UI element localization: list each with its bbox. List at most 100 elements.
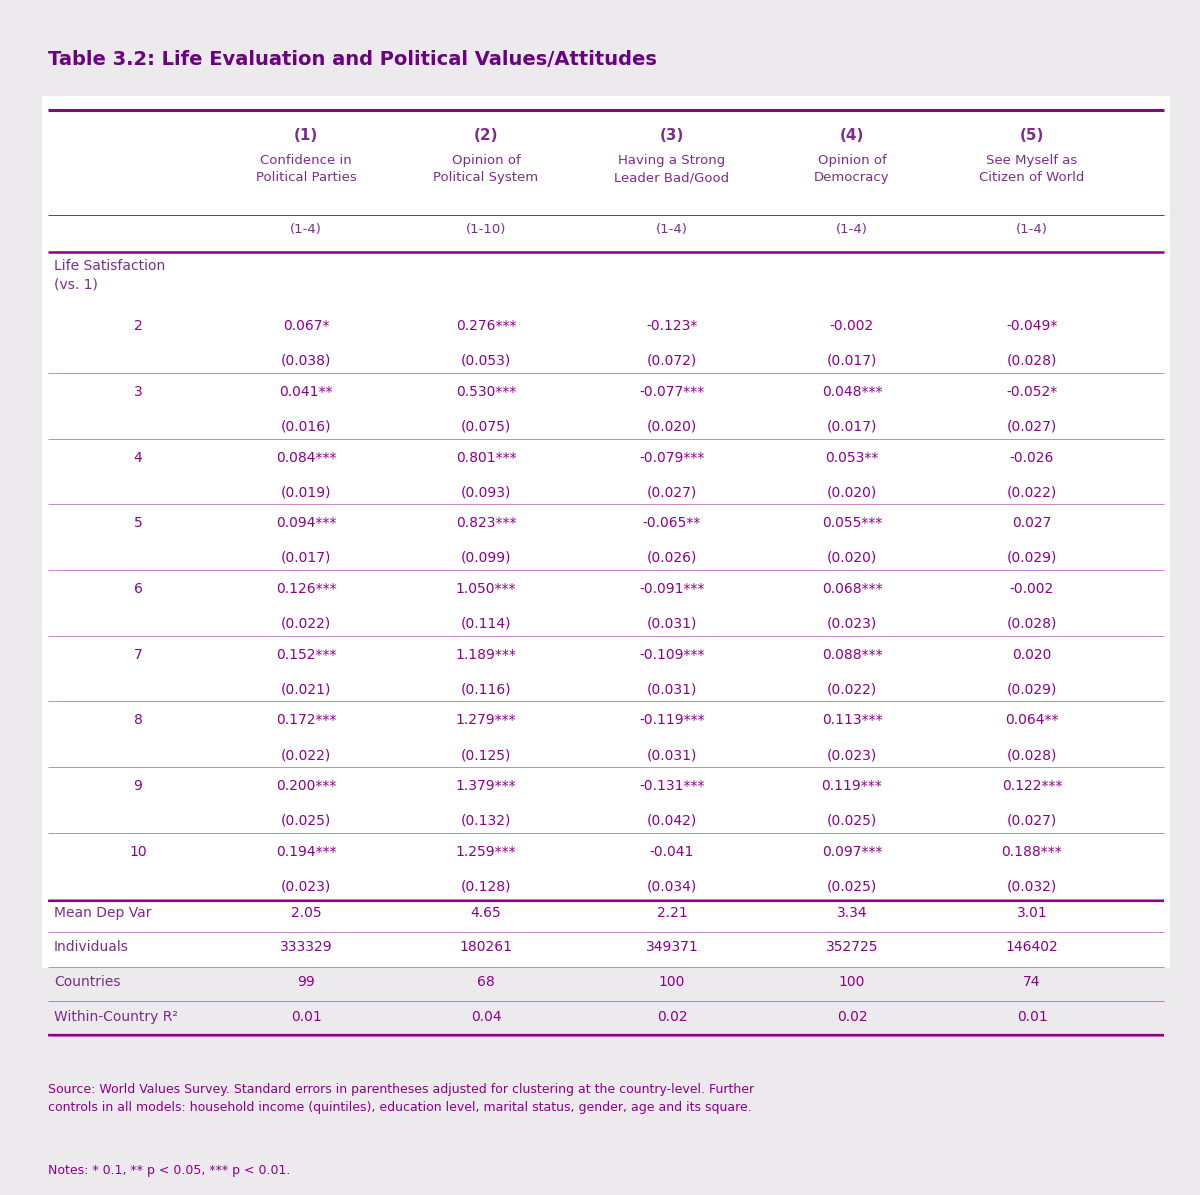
Text: 0.172***: 0.172*** — [276, 713, 336, 728]
Text: 0.122***: 0.122*** — [1002, 779, 1062, 793]
Bar — [42, 96, 1170, 968]
Text: -0.131***: -0.131*** — [640, 779, 704, 793]
Text: (0.026): (0.026) — [647, 551, 697, 565]
Text: (0.022): (0.022) — [1007, 485, 1057, 500]
Text: 0.064**: 0.064** — [1006, 713, 1058, 728]
Text: 99: 99 — [298, 975, 314, 989]
Text: 1.189***: 1.189*** — [456, 648, 516, 662]
Text: (0.023): (0.023) — [827, 617, 877, 631]
Text: Having a Strong
Leader Bad/Good: Having a Strong Leader Bad/Good — [614, 154, 730, 184]
Text: (0.025): (0.025) — [827, 814, 877, 828]
Text: Table 3.2: Life Evaluation and Political Values/Attitudes: Table 3.2: Life Evaluation and Political… — [48, 50, 656, 69]
Text: 0.088***: 0.088*** — [822, 648, 882, 662]
Text: 1.379***: 1.379*** — [456, 779, 516, 793]
Text: 100: 100 — [659, 975, 685, 989]
Text: 0.053**: 0.053** — [826, 451, 878, 465]
Text: (0.028): (0.028) — [1007, 617, 1057, 631]
Text: (0.132): (0.132) — [461, 814, 511, 828]
Text: 352725: 352725 — [826, 940, 878, 955]
Text: (0.029): (0.029) — [1007, 682, 1057, 697]
Text: (0.025): (0.025) — [281, 814, 331, 828]
Text: Notes: * 0.1, ** p < 0.05, *** p < 0.01.: Notes: * 0.1, ** p < 0.05, *** p < 0.01. — [48, 1164, 290, 1177]
Text: 4: 4 — [133, 451, 143, 465]
Text: 1.050***: 1.050*** — [456, 582, 516, 596]
Text: (0.031): (0.031) — [647, 748, 697, 762]
Text: 0.194***: 0.194*** — [276, 845, 336, 859]
Text: -0.109***: -0.109*** — [640, 648, 704, 662]
Text: (0.017): (0.017) — [281, 551, 331, 565]
Text: 0.01: 0.01 — [290, 1010, 322, 1024]
Text: (0.019): (0.019) — [281, 485, 331, 500]
Text: (0.075): (0.075) — [461, 419, 511, 434]
Text: (4): (4) — [840, 128, 864, 143]
Text: 0.097***: 0.097*** — [822, 845, 882, 859]
Text: (0.034): (0.034) — [647, 880, 697, 894]
Text: 0.801***: 0.801*** — [456, 451, 516, 465]
Text: 333329: 333329 — [280, 940, 332, 955]
Text: Individuals: Individuals — [54, 940, 128, 955]
Text: 4.65: 4.65 — [470, 906, 502, 920]
Text: 349371: 349371 — [646, 940, 698, 955]
Text: (1-4): (1-4) — [290, 223, 322, 237]
Text: 74: 74 — [1024, 975, 1040, 989]
Text: 10: 10 — [130, 845, 146, 859]
Text: (0.016): (0.016) — [281, 419, 331, 434]
Text: (1-4): (1-4) — [656, 223, 688, 237]
Text: 0.276***: 0.276*** — [456, 319, 516, 333]
Text: Opinion of
Political System: Opinion of Political System — [433, 154, 539, 184]
Text: 0.067*: 0.067* — [283, 319, 329, 333]
Text: (1-10): (1-10) — [466, 223, 506, 237]
Text: 0.055***: 0.055*** — [822, 516, 882, 531]
Text: (0.053): (0.053) — [461, 354, 511, 368]
Text: 1.279***: 1.279*** — [456, 713, 516, 728]
Text: 68: 68 — [478, 975, 494, 989]
Text: (1-4): (1-4) — [1016, 223, 1048, 237]
Text: Within-Country R²: Within-Country R² — [54, 1010, 178, 1024]
Text: (1): (1) — [294, 128, 318, 143]
Text: -0.065**: -0.065** — [643, 516, 701, 531]
Text: Life Satisfaction
(vs. 1): Life Satisfaction (vs. 1) — [54, 259, 166, 292]
Text: -0.026: -0.026 — [1010, 451, 1054, 465]
Text: (0.032): (0.032) — [1007, 880, 1057, 894]
Text: (0.031): (0.031) — [647, 617, 697, 631]
Text: (0.021): (0.021) — [281, 682, 331, 697]
Text: See Myself as
Citizen of World: See Myself as Citizen of World — [979, 154, 1085, 184]
Text: -0.091***: -0.091*** — [640, 582, 704, 596]
Text: (0.017): (0.017) — [827, 354, 877, 368]
Text: -0.041: -0.041 — [650, 845, 694, 859]
Text: 3.01: 3.01 — [1016, 906, 1048, 920]
Text: 0.152***: 0.152*** — [276, 648, 336, 662]
Text: 0.188***: 0.188*** — [1002, 845, 1062, 859]
Text: (0.042): (0.042) — [647, 814, 697, 828]
Text: 7: 7 — [133, 648, 143, 662]
Text: (0.020): (0.020) — [647, 419, 697, 434]
Text: (0.072): (0.072) — [647, 354, 697, 368]
Text: 180261: 180261 — [460, 940, 512, 955]
Text: 0.094***: 0.094*** — [276, 516, 336, 531]
Text: (0.099): (0.099) — [461, 551, 511, 565]
Text: 0.048***: 0.048*** — [822, 385, 882, 399]
Text: (2): (2) — [474, 128, 498, 143]
Text: Confidence in
Political Parties: Confidence in Political Parties — [256, 154, 356, 184]
Text: (0.029): (0.029) — [1007, 551, 1057, 565]
Text: (0.023): (0.023) — [281, 880, 331, 894]
Text: 146402: 146402 — [1006, 940, 1058, 955]
Text: (0.020): (0.020) — [827, 485, 877, 500]
Text: 0.02: 0.02 — [836, 1010, 868, 1024]
Text: 0.823***: 0.823*** — [456, 516, 516, 531]
Text: 0.113***: 0.113*** — [822, 713, 882, 728]
Text: 2.21: 2.21 — [656, 906, 688, 920]
Text: 0.530***: 0.530*** — [456, 385, 516, 399]
Text: Opinion of
Democracy: Opinion of Democracy — [814, 154, 890, 184]
Text: -0.079***: -0.079*** — [640, 451, 704, 465]
Text: (0.116): (0.116) — [461, 682, 511, 697]
Text: Source: World Values Survey. Standard errors in parentheses adjusted for cluster: Source: World Values Survey. Standard er… — [48, 1083, 754, 1114]
Text: -0.052*: -0.052* — [1007, 385, 1057, 399]
Text: 5: 5 — [133, 516, 143, 531]
Text: -0.123*: -0.123* — [647, 319, 697, 333]
Text: (0.027): (0.027) — [647, 485, 697, 500]
Text: -0.077***: -0.077*** — [640, 385, 704, 399]
Text: 0.084***: 0.084*** — [276, 451, 336, 465]
Text: (0.020): (0.020) — [827, 551, 877, 565]
Text: (0.031): (0.031) — [647, 682, 697, 697]
